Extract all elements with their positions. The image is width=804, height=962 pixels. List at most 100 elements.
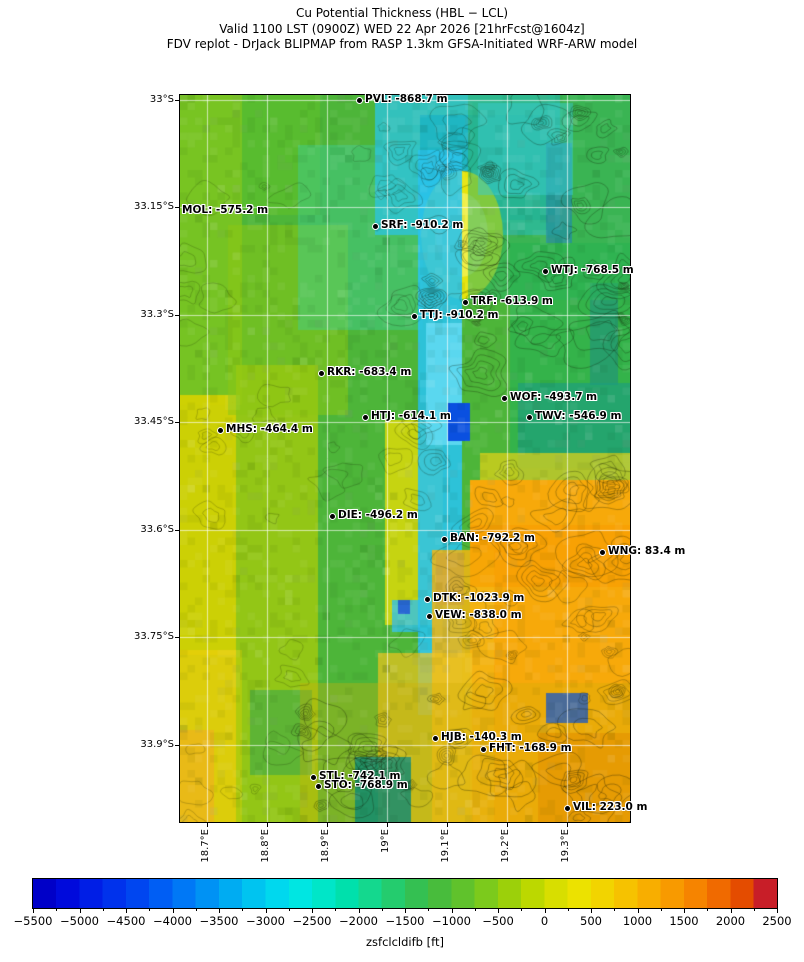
- station-label-wng: WNG: 83.4 m: [608, 545, 686, 557]
- colorbar-tick-label: 2000: [715, 914, 746, 928]
- x-tick-mark: [447, 823, 448, 827]
- colorbar-minor-tick: [428, 908, 430, 911]
- colorbar-major-tick: [730, 908, 732, 913]
- station-label-ban: BAN: -792.2 m: [450, 532, 535, 544]
- y-tick-mark: [175, 422, 179, 423]
- x-tick-label: 19.2°E: [500, 829, 511, 863]
- colorbar-major-tick: [265, 908, 267, 913]
- colorbar-minor-tick: [660, 908, 662, 911]
- station-label-mhs: MHS: -464.4 m: [226, 423, 313, 435]
- colorbar-major-tick: [637, 908, 639, 913]
- colorbar-tick-label: −5500: [13, 914, 53, 928]
- colorbar-major-tick: [591, 908, 592, 913]
- station-label-fht: FHT: -168.9 m: [489, 742, 572, 754]
- colorbar-minor-tick: [521, 908, 523, 911]
- colorbar-minor-tick: [242, 908, 244, 911]
- station-dot-vil: [563, 804, 571, 812]
- y-tick-mark: [175, 207, 179, 208]
- x-tick-mark: [387, 823, 388, 827]
- map-plot-area: [178, 93, 631, 823]
- colorbar-minor-tick: [381, 908, 383, 911]
- y-tick-label: 33.75°S: [134, 631, 174, 642]
- colorbar-major-tick: [405, 908, 406, 913]
- colorbar-tick-label: −500: [482, 914, 514, 928]
- station-label-vil: VIL: 223.0 m: [573, 801, 648, 813]
- colorbar-major-tick: [451, 908, 453, 913]
- station-dot-sto: [314, 782, 322, 790]
- station-dot-srf: [371, 222, 379, 230]
- y-tick-mark: [175, 100, 179, 101]
- colorbar-major-tick: [33, 908, 34, 913]
- colorbar-major-tick: [498, 908, 499, 913]
- colorbar-major-tick: [777, 908, 778, 913]
- y-tick-label: 33.15°S: [134, 201, 174, 212]
- colorbar-minor-tick: [614, 908, 616, 911]
- y-tick-label: 33.3°S: [140, 309, 174, 320]
- station-label-twv: TWV: -546.9 m: [535, 410, 622, 422]
- x-tick-label: 19.3°E: [560, 829, 571, 863]
- colorbar-tick-label: −4000: [153, 914, 192, 928]
- y-tick-mark: [175, 637, 179, 638]
- station-label-pvl: PVL: -868.7 m: [365, 93, 448, 105]
- colorbar-minor-tick: [102, 908, 104, 911]
- station-label-trf: TRF: -613.9 m: [471, 295, 553, 307]
- colorbar-tick-label: 1000: [622, 914, 653, 928]
- plot-title: Cu Potential Thickness (HBL − LCL) Valid…: [0, 6, 804, 53]
- colorbar-tick-label: −2500: [292, 914, 332, 928]
- colorbar-minor-tick: [335, 908, 337, 911]
- x-tick-label: 19.1°E: [440, 829, 451, 863]
- colorbar-major-tick: [358, 908, 360, 913]
- colorbar-major-tick: [79, 908, 81, 913]
- colorbar-minor-tick: [474, 908, 476, 911]
- colorbar-minor-tick: [753, 908, 755, 911]
- colorbar-minor-tick: [195, 908, 197, 911]
- x-tick-label: 18.9°E: [320, 829, 331, 863]
- station-label-die: DIE: -496.2 m: [338, 509, 418, 521]
- station-dot-wof: [500, 394, 508, 402]
- title-line-1: Cu Potential Thickness (HBL − LCL): [295, 6, 509, 20]
- colorbar-tick-label: 2500: [762, 914, 792, 928]
- x-tick-mark: [507, 823, 508, 827]
- station-dot-ttj: [410, 312, 418, 320]
- colorbar-tick-label: −2000: [339, 914, 378, 928]
- y-tick-label: 33.45°S: [134, 416, 174, 427]
- x-tick-mark: [207, 823, 208, 827]
- colorbar-major-tick: [126, 908, 127, 913]
- station-label-htj: HTJ: -614.1 m: [371, 410, 451, 422]
- colorbar-tick-label: −3000: [246, 914, 285, 928]
- title-line-3: FDV replot - DrJack BLIPMAP from RASP 1.…: [166, 37, 638, 51]
- station-dot-stl: [309, 773, 317, 781]
- x-tick-mark: [267, 823, 268, 827]
- y-tick-mark: [175, 745, 179, 746]
- station-label-rkr: RKR: -683.4 m: [327, 366, 412, 378]
- colorbar-major-tick: [684, 908, 685, 913]
- x-tick-label: 18.8°E: [260, 829, 271, 863]
- station-dot-ban: [440, 535, 448, 543]
- station-dot-mhs: [216, 426, 224, 434]
- station-dot-twv: [525, 413, 533, 421]
- y-tick-mark: [175, 530, 179, 531]
- colorbar-tick-label: −4500: [106, 914, 146, 928]
- station-label-wof: WOF: -493.7 m: [510, 391, 598, 403]
- station-label-stl: STL: -742.1 m: [319, 770, 401, 782]
- x-tick-mark: [327, 823, 328, 827]
- station-dot-hjb: [431, 734, 439, 742]
- colorbar-tick-label: 1500: [669, 914, 699, 928]
- station-label-hjb: HJB: -140.3 m: [441, 731, 522, 743]
- colorbar-tick-label: 0: [540, 914, 549, 928]
- colorbar-tick-label: −1000: [432, 914, 471, 928]
- station-label-srf: SRF: -910.2 m: [381, 219, 464, 231]
- terrain-colormap-canvas: [179, 94, 630, 822]
- station-dot-wtj: [541, 267, 549, 275]
- station-label-vew: VEW: -838.0 m: [435, 609, 522, 621]
- station-label-dtk: DTK: -1023.9 m: [433, 592, 525, 604]
- y-tick-label: 33.9°S: [140, 739, 174, 750]
- y-tick-label: 33°S: [149, 94, 174, 105]
- colorbar-axis-label: zsfclcldifb [ft]: [366, 935, 444, 949]
- colorbar-minor-tick: [707, 908, 709, 911]
- x-tick-label: 18.7°E: [200, 829, 211, 863]
- colorbar: [32, 878, 778, 909]
- y-tick-mark: [175, 315, 179, 316]
- station-dot-die: [328, 512, 336, 520]
